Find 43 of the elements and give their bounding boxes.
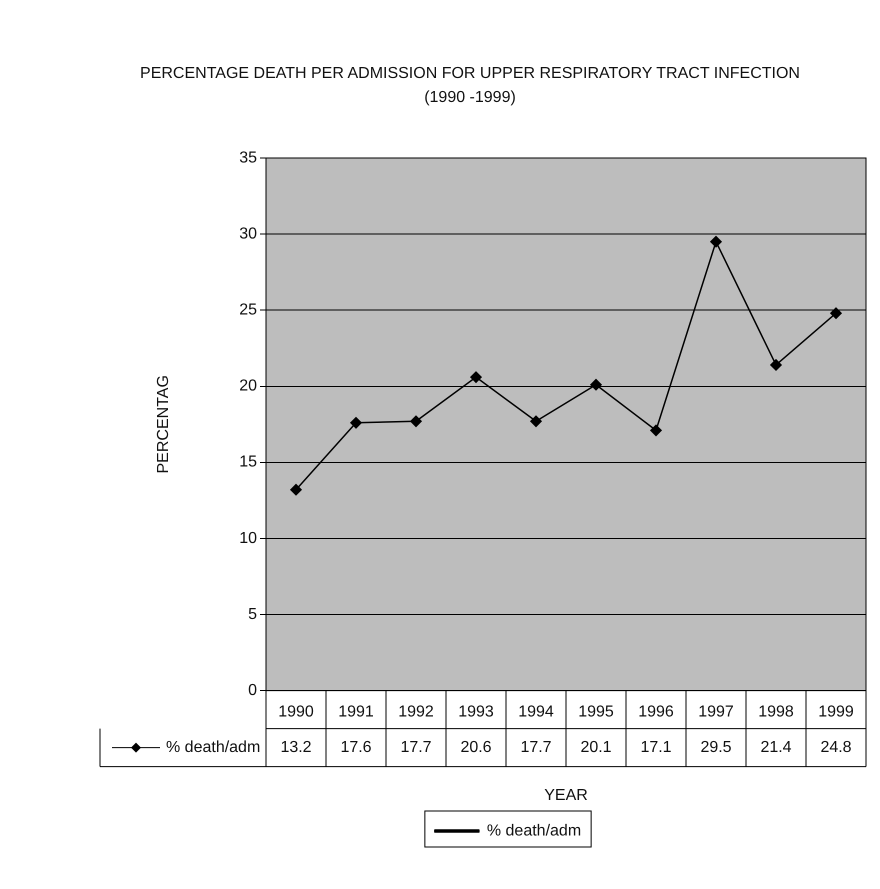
point	[830, 307, 842, 319]
chart-title: PERCENTAGE DEATH PER ADMISSION FOR UPPER RESPIRATORY TRACT INFECTION (1990 -1999)	[140, 64, 800, 108]
legend-label: % death/adm	[166, 739, 260, 756]
x-tick-label: 1998	[758, 704, 794, 721]
data-label: 20.1	[580, 739, 612, 756]
point	[350, 417, 362, 429]
y-tick-label: 25	[239, 302, 258, 319]
x-tick-label: 1997	[698, 704, 734, 721]
data-label: 20.6	[460, 739, 492, 756]
y-tick-label: 10	[239, 530, 258, 547]
x-tick-label: 1995	[578, 704, 614, 721]
y-tick-label: 15	[239, 454, 258, 471]
y-tick-label: 5	[248, 606, 258, 623]
y-tick-label: 0	[248, 682, 258, 700]
data-label: 29.5	[700, 739, 732, 756]
x-tick-label: 1990	[278, 704, 314, 721]
x-tick-label: 1994	[518, 704, 554, 721]
data-label: 17.6	[340, 739, 372, 756]
data-label: 17.7	[520, 739, 552, 756]
point	[530, 416, 542, 428]
point	[770, 359, 782, 371]
y-axis-title: PERCENTAG	[155, 375, 172, 474]
data-label: 21.4	[760, 739, 792, 756]
point	[710, 236, 722, 248]
point	[650, 424, 662, 436]
x-axis-title: YEAR	[544, 786, 588, 804]
point	[470, 371, 482, 383]
data-label: 17.1	[640, 739, 672, 756]
point	[290, 484, 302, 496]
x-tick-label: 1996	[638, 704, 674, 721]
x-tick-label: 1999	[818, 704, 854, 721]
x-tick-label: 1992	[398, 704, 434, 721]
text: % death/adm	[486, 822, 582, 840]
point	[410, 416, 422, 428]
y-tick-label: 30	[239, 225, 258, 242]
data-label: 13.2	[280, 739, 312, 756]
x-tick-label: 1993	[458, 704, 494, 721]
point	[590, 378, 602, 390]
data-label: 17.7	[400, 739, 432, 756]
y-tick-label: 20	[239, 378, 258, 395]
x-tick-label: 1991	[338, 704, 374, 721]
data-label: 24.8	[820, 739, 852, 756]
y-tick-label: 35	[239, 149, 258, 166]
